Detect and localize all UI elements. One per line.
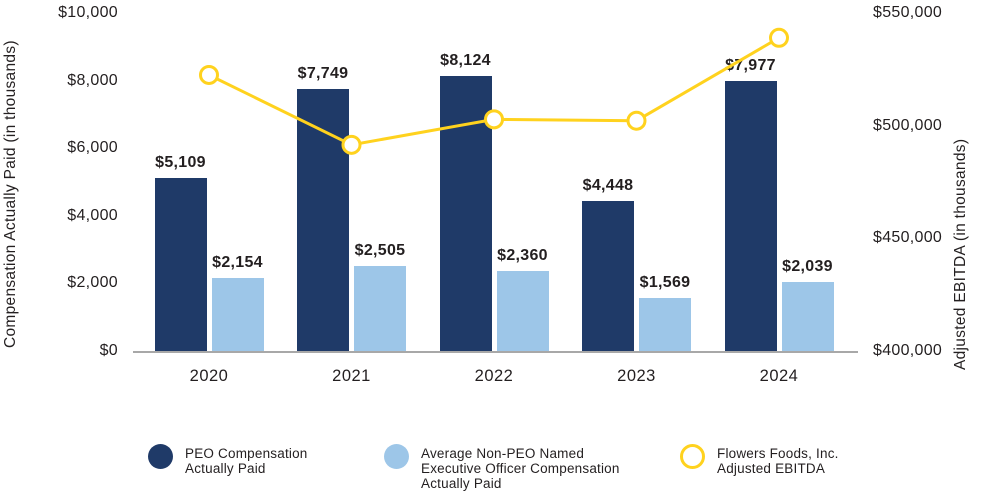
bar-value-label: $7,977 [725,57,776,75]
legend-swatch-ebitda [680,444,705,469]
peo-bar-2021 [297,89,349,351]
x-axis-line [133,351,858,353]
peo-bar-2020 [154,178,207,351]
year-label-2021: 2021 [332,367,371,385]
bar-value-label: $7,749 [297,65,349,83]
year-label-2023: 2023 [617,367,656,385]
right-axis-tick: $400,000 [873,342,943,359]
bar-value-label: $2,505 [354,242,406,260]
peo-bar-2024 [724,81,777,351]
non-peo-bar-2020 [211,278,264,351]
non-peo-bar-2022 [496,271,549,351]
left-axis-tick: $10,000 [58,4,118,21]
ebitda-point-2024 [769,27,789,48]
legend-swatch-non-peo [384,444,409,469]
bar-value-label: $8,124 [440,52,491,70]
right-axis-title: Adjusted EBITDA (in thousands) [952,138,969,370]
bar-value-label: $4,448 [582,176,634,194]
legend-label-non-peo: Average Non-PEO Named Executive Officer … [421,446,620,491]
left-axis-tick: $6,000 [67,139,118,157]
left-axis-tick: $8,000 [67,71,118,89]
year-label-2020: 2020 [189,367,229,385]
left-axis-tick: $0 [99,342,118,359]
non-peo-bar-2024 [781,282,834,351]
non-peo-bar-2021 [354,266,406,351]
ebitda-point-2020 [199,64,219,85]
non-peo-bar-2023 [639,297,691,351]
peo-bar-2023 [582,200,634,351]
left-axis-tick: $2,000 [67,274,118,292]
right-axis-tick: $500,000 [873,116,943,134]
left-axis-title: Compensation Actually Paid (in thousands… [2,40,19,348]
legend-label-peo: PEO Compensation Actually Paid [185,446,308,476]
right-axis-tick: $550,000 [873,4,943,21]
legend-swatch-peo [148,444,173,469]
ebitda-point-2023 [626,110,647,131]
peo-bar-2022 [439,76,492,351]
year-label-2022: 2022 [474,367,514,385]
year-label-2024: 2024 [759,367,799,385]
bar-value-label: $2,360 [497,247,548,265]
left-axis-tick: $4,000 [67,206,118,224]
bar-value-label: $5,109 [155,154,206,172]
bar-value-label: $2,154 [212,254,263,272]
bar-value-label: $2,039 [782,258,833,276]
legend-label-ebitda: Flowers Foods, Inc. Adjusted EBITDA [717,446,839,476]
right-axis-tick: $450,000 [873,229,943,247]
bar-value-label: $1,569 [639,273,691,291]
